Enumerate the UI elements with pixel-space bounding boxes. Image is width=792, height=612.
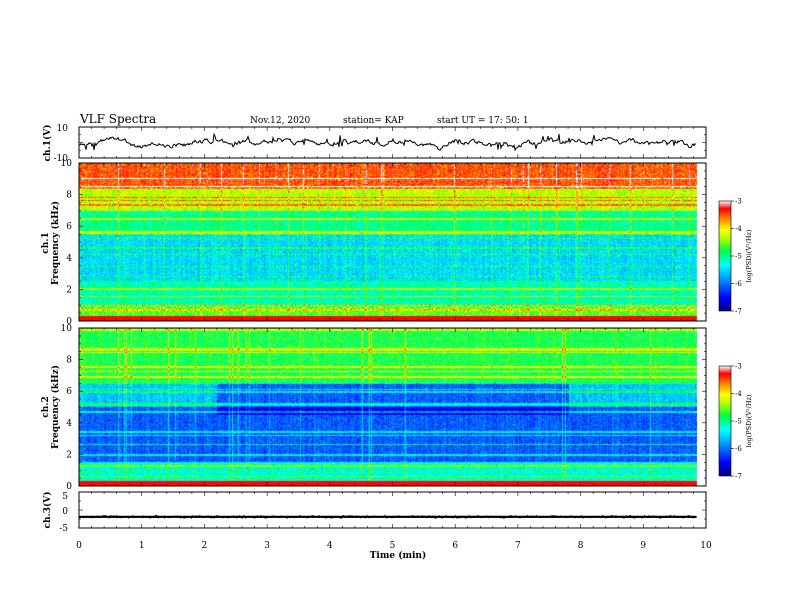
y-tick-label: 2 — [66, 450, 72, 460]
y-tick-label: 4 — [66, 254, 72, 264]
ch1-spectrogram-image — [79, 163, 706, 321]
ch3-ytick-middle: 0 — [62, 507, 68, 517]
ch3-waveform-panel: 5 0 -5 ch.3(V) — [42, 491, 707, 534]
y-tick-label: 8 — [66, 191, 72, 201]
x-tick-label: 9 — [640, 541, 646, 551]
colorbar-tick-label: -5 — [735, 418, 742, 426]
y-tick-label: 8 — [66, 356, 72, 366]
figure-title: VLF Spectra — [79, 112, 156, 126]
colorbar-tick-label: -6 — [735, 280, 742, 288]
x-axis-label: Time (min) — [370, 550, 427, 561]
station-label: station= KAP — [343, 116, 404, 126]
y-tick-label: 10 — [61, 324, 73, 334]
ch1-colorbar-gradient — [718, 200, 732, 312]
ch1-colorbar-label: log(PSD)(V²/Hz) — [745, 229, 753, 282]
colorbar-tick-label: -3 — [735, 198, 742, 206]
ch3-waveform-frame — [78, 491, 707, 529]
y-tick-label: 10 — [61, 159, 73, 169]
x-tick-label: 3 — [264, 541, 270, 551]
colorbar-tick-label: -7 — [735, 473, 742, 481]
ch1-colorbar: -3 -4 -5 -6 -7 log(PSD)(V²/Hz) — [718, 198, 753, 316]
x-tick-label: 4 — [327, 541, 333, 551]
y-tick-label: 0 — [66, 317, 72, 327]
x-tick-label: 5 — [390, 541, 396, 551]
date-label: Nov.12, 2020 — [250, 116, 311, 126]
x-tick-label: 10 — [700, 541, 712, 551]
ch2-colorbar-gradient — [718, 365, 732, 477]
ch1-waveform-line — [79, 132, 697, 152]
ch2-spectrogram-panel: 0 2 4 6 8 10 ch.2 Frequency (kHz) — [41, 324, 707, 492]
x-tick-label: 2 — [202, 541, 208, 551]
ch2-spec-ylabel-frequency: Frequency (kHz) — [50, 365, 61, 449]
ch1-spectrogram-panel: 0 2 4 6 8 10 ch.1 Frequency (kHz) — [41, 159, 707, 327]
colorbar-tick-label: -3 — [735, 363, 742, 371]
y-tick-label: 4 — [66, 419, 72, 429]
ch1-waveform-panel: 10 -10 ch.1(V) — [42, 124, 707, 164]
ch1-ytick-bottom: -10 — [54, 154, 69, 164]
x-tick-label: 0 — [76, 541, 82, 551]
ch3-waveform-line — [79, 514, 696, 519]
colorbar-tick-label: -6 — [735, 445, 742, 453]
y-tick-label: 0 — [66, 482, 72, 492]
ch1-ylabel: ch.1(V) — [42, 125, 53, 162]
y-tick-label: 2 — [66, 285, 72, 295]
ch2-colorbar-label: log(PSD)(V²/Hz) — [745, 394, 753, 447]
colorbar-tick-label: -7 — [735, 308, 742, 316]
ch1-spec-ylabel-frequency: Frequency (kHz) — [50, 201, 61, 285]
ch3-ytick-bottom: -5 — [59, 524, 68, 534]
ch1-waveform-frame — [78, 126, 707, 159]
colorbar-tick-label: -4 — [735, 390, 742, 398]
ch3-ylabel: ch.3(V) — [42, 492, 53, 529]
x-axis-tick-labels: 0 1 2 3 4 5 6 7 8 9 10 — [76, 541, 712, 551]
x-tick-label: 7 — [515, 541, 521, 551]
x-tick-label: 1 — [139, 541, 145, 551]
y-tick-label: 6 — [66, 387, 72, 397]
ch2-colorbar: -3 -4 -5 -6 -7 log(PSD)(V²/Hz) — [718, 363, 753, 481]
ch2-spectrogram-image — [79, 328, 706, 486]
y-tick-label: 6 — [66, 222, 72, 232]
ch3-ytick-top: 5 — [62, 492, 68, 502]
ch2-spec-ylabel-channel: ch.2 — [41, 396, 51, 417]
colorbar-tick-label: -4 — [735, 225, 742, 233]
x-tick-label: 8 — [578, 541, 584, 551]
ch1-spec-ylabel-channel: ch.1 — [41, 232, 51, 253]
colorbar-tick-label: -5 — [735, 253, 742, 261]
x-tick-label: 6 — [452, 541, 458, 551]
start-time-label: start UT = 17: 50: 1 — [437, 116, 529, 126]
ch1-ytick-top: 10 — [57, 124, 69, 134]
